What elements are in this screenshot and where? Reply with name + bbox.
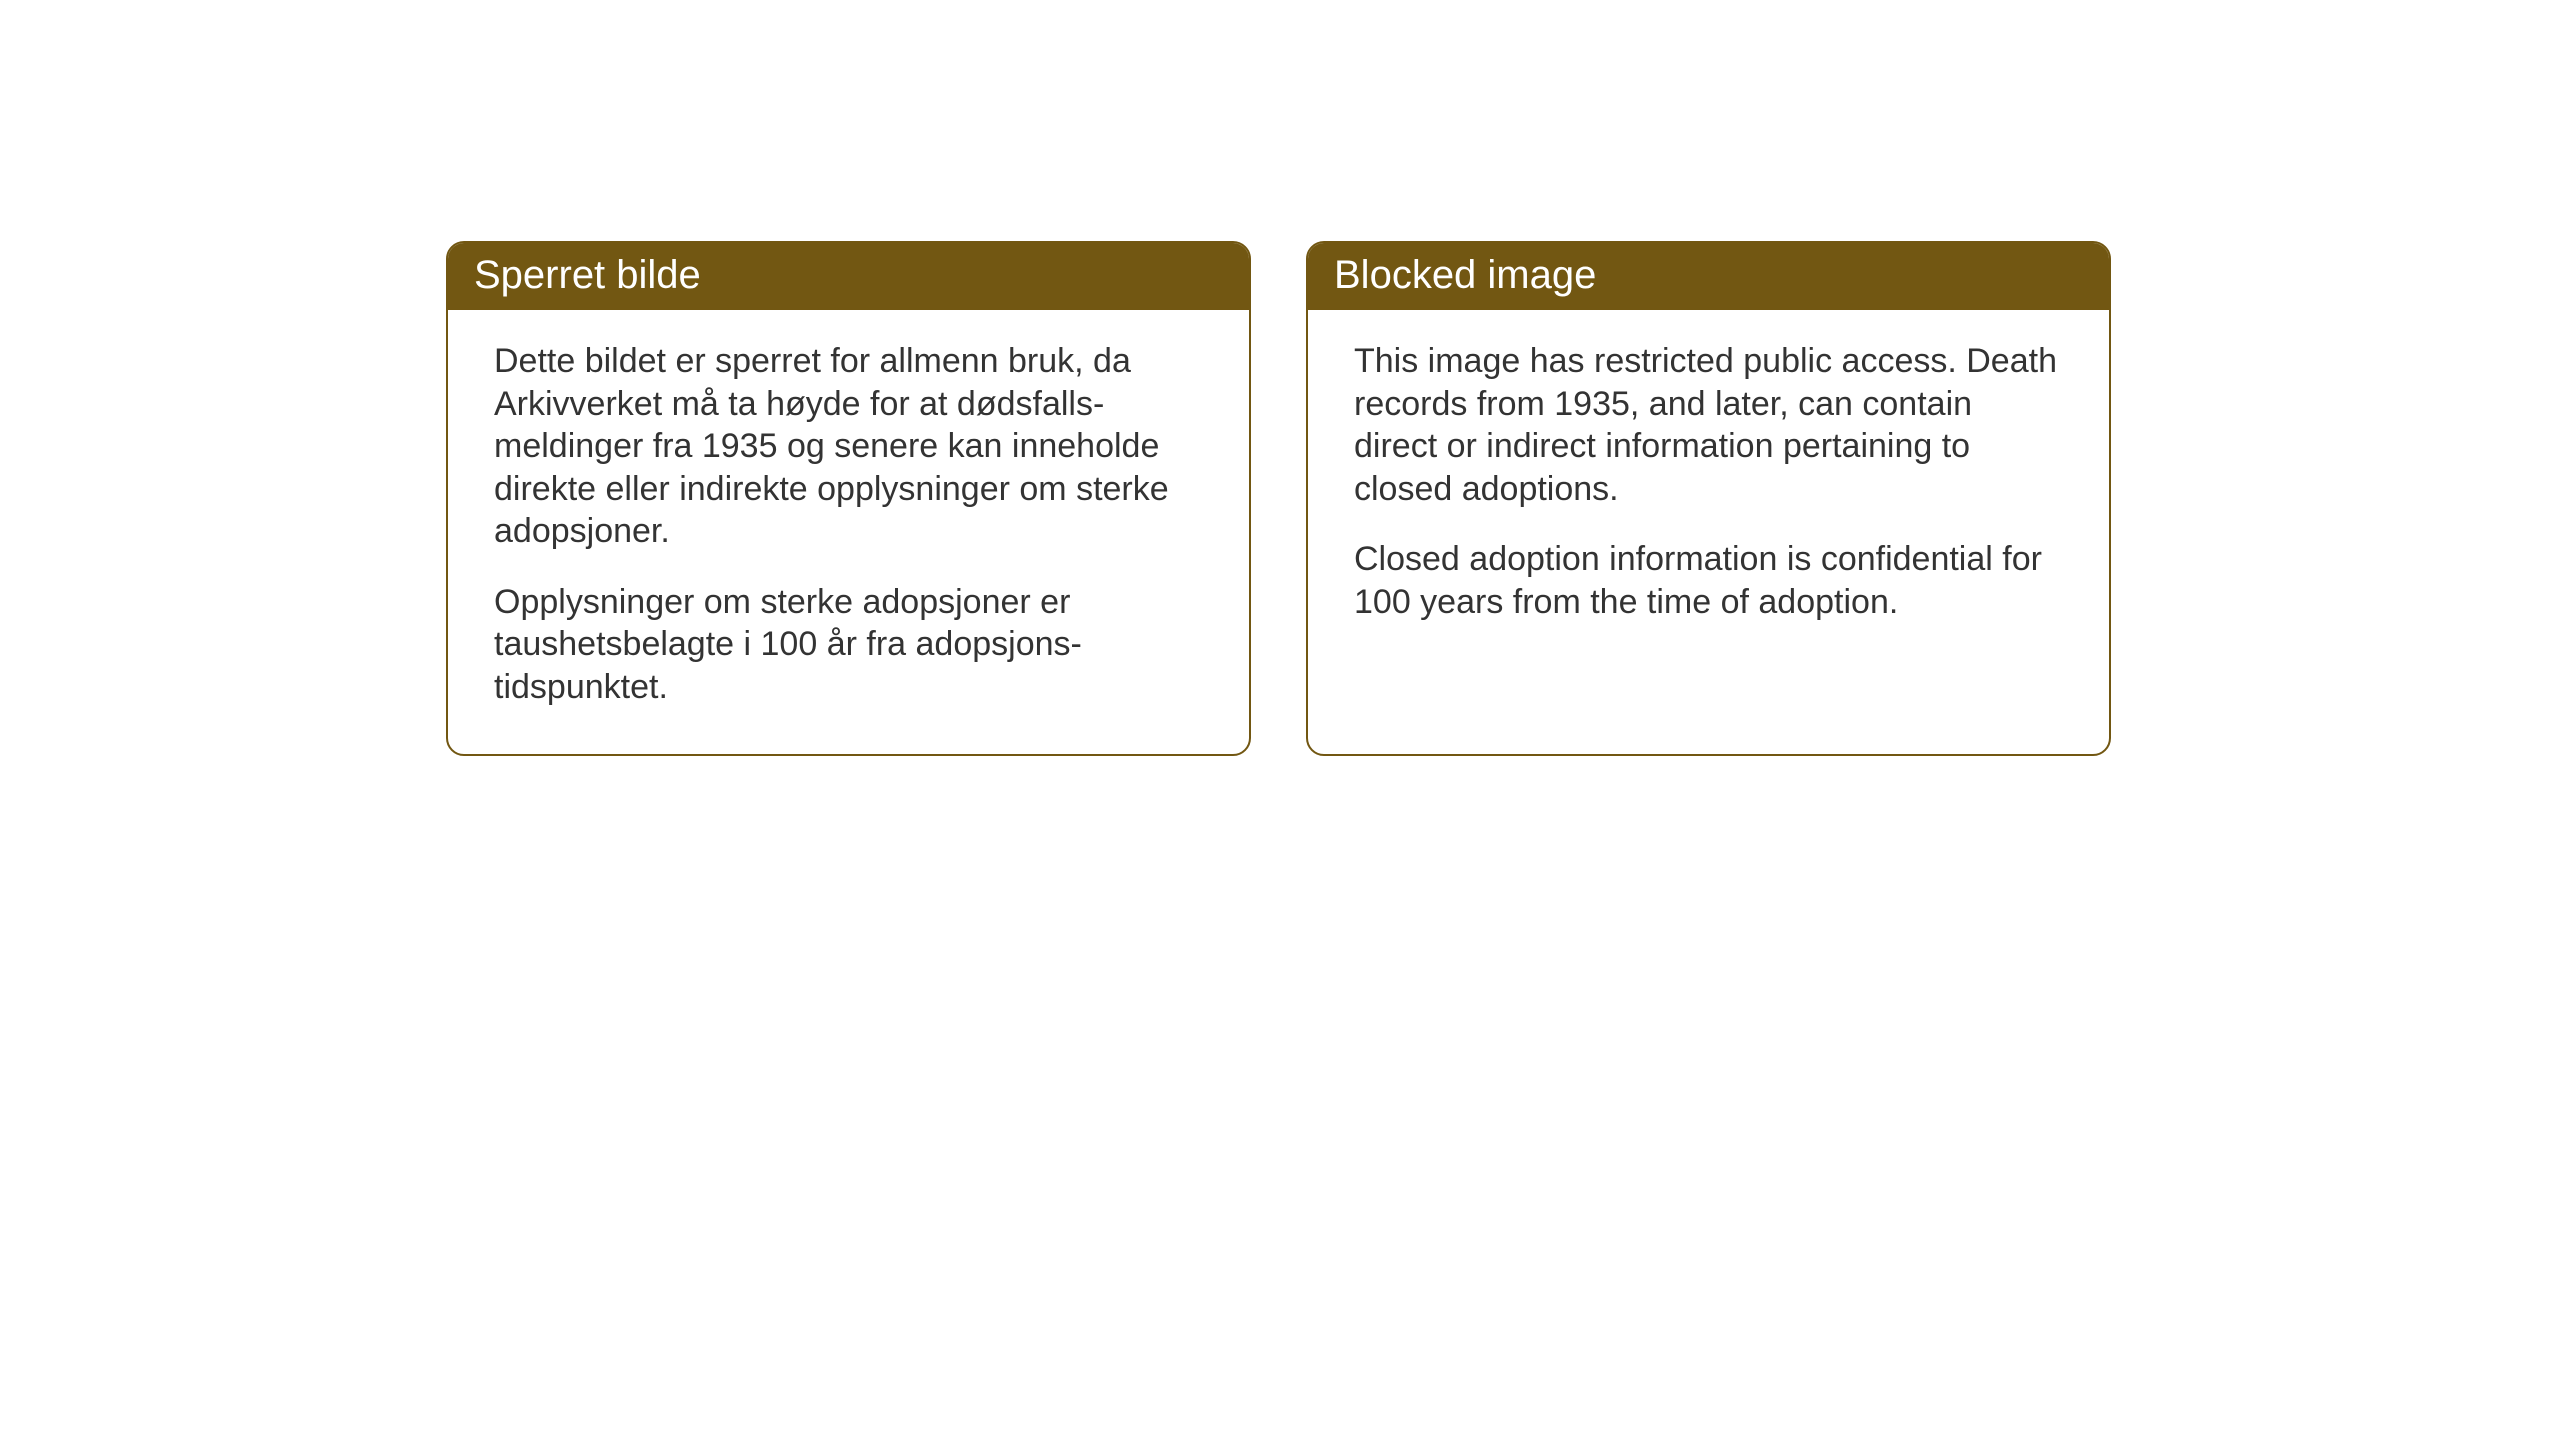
notice-container: Sperret bilde Dette bildet er sperret fo… bbox=[446, 241, 2111, 756]
card-body-english: This image has restricted public access.… bbox=[1308, 310, 2109, 669]
card-header-norwegian: Sperret bilde bbox=[448, 243, 1249, 310]
card-body-norwegian: Dette bildet er sperret for allmenn bruk… bbox=[448, 310, 1249, 754]
card-paragraph2-english: Closed adoption information is confident… bbox=[1354, 538, 2063, 623]
notice-card-norwegian: Sperret bilde Dette bildet er sperret fo… bbox=[446, 241, 1251, 756]
card-paragraph2-norwegian: Opplysninger om sterke adopsjoner er tau… bbox=[494, 581, 1203, 709]
card-paragraph1-norwegian: Dette bildet er sperret for allmenn bruk… bbox=[494, 340, 1203, 553]
card-header-english: Blocked image bbox=[1308, 243, 2109, 310]
card-paragraph1-english: This image has restricted public access.… bbox=[1354, 340, 2063, 510]
notice-card-english: Blocked image This image has restricted … bbox=[1306, 241, 2111, 756]
card-title-english: Blocked image bbox=[1334, 253, 1596, 297]
card-title-norwegian: Sperret bilde bbox=[474, 253, 701, 297]
